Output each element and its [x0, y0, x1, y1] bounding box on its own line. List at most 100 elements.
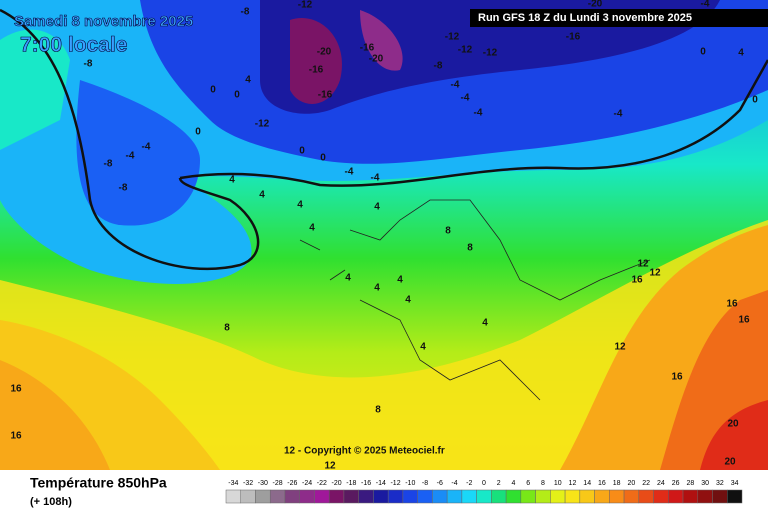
scale-swatch — [505, 489, 522, 504]
scale-swatch — [314, 489, 330, 504]
contour-label: 0 — [320, 153, 326, 164]
scale-swatch — [225, 489, 241, 504]
scale-swatch — [712, 489, 728, 504]
scale-swatch — [550, 489, 566, 504]
contour-label: 4 — [345, 273, 351, 284]
contour-label: 4 — [374, 202, 380, 213]
contour-label: -16 — [318, 90, 333, 101]
scale-label: -14 — [376, 480, 386, 487]
contour-label: 4 — [309, 223, 315, 234]
scale-label: -6 — [437, 480, 443, 487]
contour-label: -8 — [241, 7, 250, 18]
scale-swatch — [682, 489, 699, 504]
contour-label: -16 — [566, 32, 581, 43]
scale-swatch — [255, 489, 271, 504]
contour-label: -4 — [371, 173, 380, 184]
scale-label: -22 — [317, 480, 327, 487]
scale-label: 24 — [657, 480, 665, 487]
scale-swatch — [461, 489, 477, 504]
scale-swatch — [417, 489, 433, 504]
scale-swatch — [727, 489, 743, 504]
scale-label: 34 — [731, 480, 739, 487]
scale-swatch — [269, 489, 286, 504]
scale-label: -2 — [466, 480, 472, 487]
contour-label: -4 — [142, 142, 151, 153]
map — [0, 0, 768, 470]
scale-label: 22 — [642, 480, 650, 487]
scale-label: 10 — [554, 480, 562, 487]
contour-label: -4 — [126, 151, 135, 162]
scale-swatch — [373, 489, 389, 504]
contour-label: 4 — [405, 295, 411, 306]
contour-label: -12 — [298, 0, 313, 11]
contour-label: 12 — [637, 259, 649, 270]
scale-swatch — [476, 489, 492, 504]
scale-swatch — [358, 489, 374, 504]
contour-label: 0 — [752, 95, 758, 106]
contour-label: 12 — [649, 268, 661, 279]
scale-label: -10 — [405, 480, 415, 487]
scale-label: -4 — [451, 480, 457, 487]
contour-label: 0 — [299, 146, 305, 157]
contour-label: 4 — [374, 283, 380, 294]
forecast-date: Samedi 8 novembre 2025 — [14, 13, 193, 30]
scale-swatch — [668, 489, 684, 504]
scale-label: -8 — [422, 480, 428, 487]
scale-label: 32 — [716, 480, 724, 487]
scale-swatch — [446, 489, 463, 504]
scale-label: 20 — [628, 480, 636, 487]
scale-swatch — [609, 489, 625, 504]
contour-label: -16 — [309, 65, 324, 76]
contour-label: 0 — [234, 90, 240, 101]
contour-label: -8 — [104, 159, 113, 170]
scale-label: -20 — [332, 480, 342, 487]
contour-label: 16 — [671, 372, 683, 383]
contour-label: 12 — [614, 342, 626, 353]
contour-label: -4 — [701, 0, 710, 10]
contour-label: -8 — [84, 59, 93, 70]
scale-swatch — [387, 489, 404, 504]
scale-label: -34 — [228, 480, 238, 487]
forecast-time: 7:00 locale — [20, 34, 127, 57]
contour-label: 8 — [375, 405, 381, 416]
scale-label: 18 — [613, 480, 621, 487]
contour-label: 8 — [224, 323, 230, 334]
contour-label: -20 — [369, 54, 384, 65]
contour-label: -12 — [483, 48, 498, 59]
contour-label: -20 — [588, 0, 603, 10]
contour-label: 4 — [245, 75, 251, 86]
legend-title: Température 850hPa — [30, 475, 167, 491]
scale-label: 4 — [512, 480, 516, 487]
contour-label: -16 — [360, 43, 375, 54]
scale-swatch — [343, 489, 359, 504]
scale-label: -28 — [273, 480, 283, 487]
scale-swatch — [432, 489, 448, 504]
scale-label: -24 — [302, 480, 312, 487]
contour-label: -12 — [445, 32, 460, 43]
scale-swatch — [284, 489, 300, 504]
scale-label: 0 — [482, 480, 486, 487]
contour-label: -4 — [345, 167, 354, 178]
contour-label: 4 — [420, 342, 426, 353]
scale-label: 16 — [598, 480, 606, 487]
contour-label: 16 — [10, 384, 22, 395]
contour-label: -12 — [255, 119, 270, 130]
contour-label: 8 — [445, 226, 451, 237]
contour-label: 16 — [10, 431, 22, 442]
contour-label: 16 — [738, 315, 750, 326]
scale-swatch — [594, 489, 610, 504]
scale-swatch — [491, 489, 507, 504]
contour-label: 4 — [397, 275, 403, 286]
run-box — [470, 9, 768, 27]
scale-label: -30 — [258, 480, 268, 487]
copyright: 12 - Copyright © 2025 Meteociel.fr — [284, 446, 445, 457]
contour-label: -8 — [434, 61, 443, 72]
scale-swatch — [299, 489, 315, 504]
scale-label: 28 — [687, 480, 695, 487]
contour-label: 4 — [738, 48, 744, 59]
scale-label: -32 — [243, 480, 253, 487]
scale-label: 2 — [497, 480, 501, 487]
scale-swatch — [697, 489, 713, 504]
scale-swatch — [402, 489, 418, 504]
